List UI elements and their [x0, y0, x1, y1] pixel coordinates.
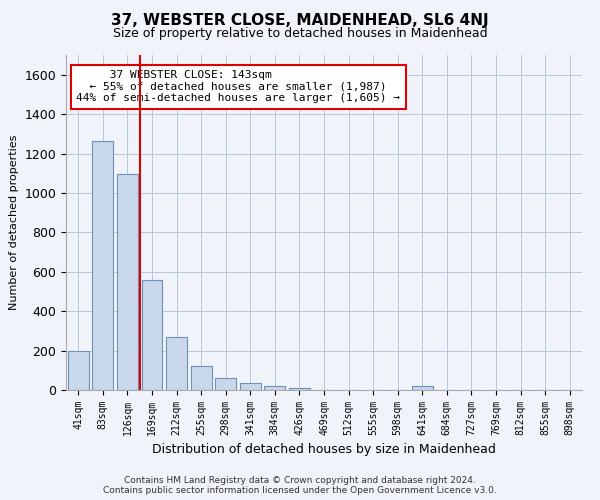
Bar [215, 378, 236, 390]
Bar [92, 140, 113, 390]
Bar [68, 351, 89, 390]
Text: Contains HM Land Registry data © Crown copyright and database right 2024.
Contai: Contains HM Land Registry data © Crown c… [103, 476, 497, 495]
Bar [166, 337, 187, 390]
Bar [289, 388, 310, 390]
X-axis label: Distribution of detached houses by size in Maidenhead: Distribution of detached houses by size … [152, 444, 496, 456]
Bar [265, 386, 286, 390]
Bar [117, 174, 138, 390]
Bar [142, 280, 163, 390]
Bar [412, 386, 433, 390]
Text: Size of property relative to detached houses in Maidenhead: Size of property relative to detached ho… [113, 28, 487, 40]
Bar [240, 384, 261, 390]
Bar [191, 366, 212, 390]
Y-axis label: Number of detached properties: Number of detached properties [9, 135, 19, 310]
Text: 37 WEBSTER CLOSE: 143sqm
  ← 55% of detached houses are smaller (1,987)
44% of s: 37 WEBSTER CLOSE: 143sqm ← 55% of detach… [76, 70, 400, 103]
Text: 37, WEBSTER CLOSE, MAIDENHEAD, SL6 4NJ: 37, WEBSTER CLOSE, MAIDENHEAD, SL6 4NJ [111, 12, 489, 28]
